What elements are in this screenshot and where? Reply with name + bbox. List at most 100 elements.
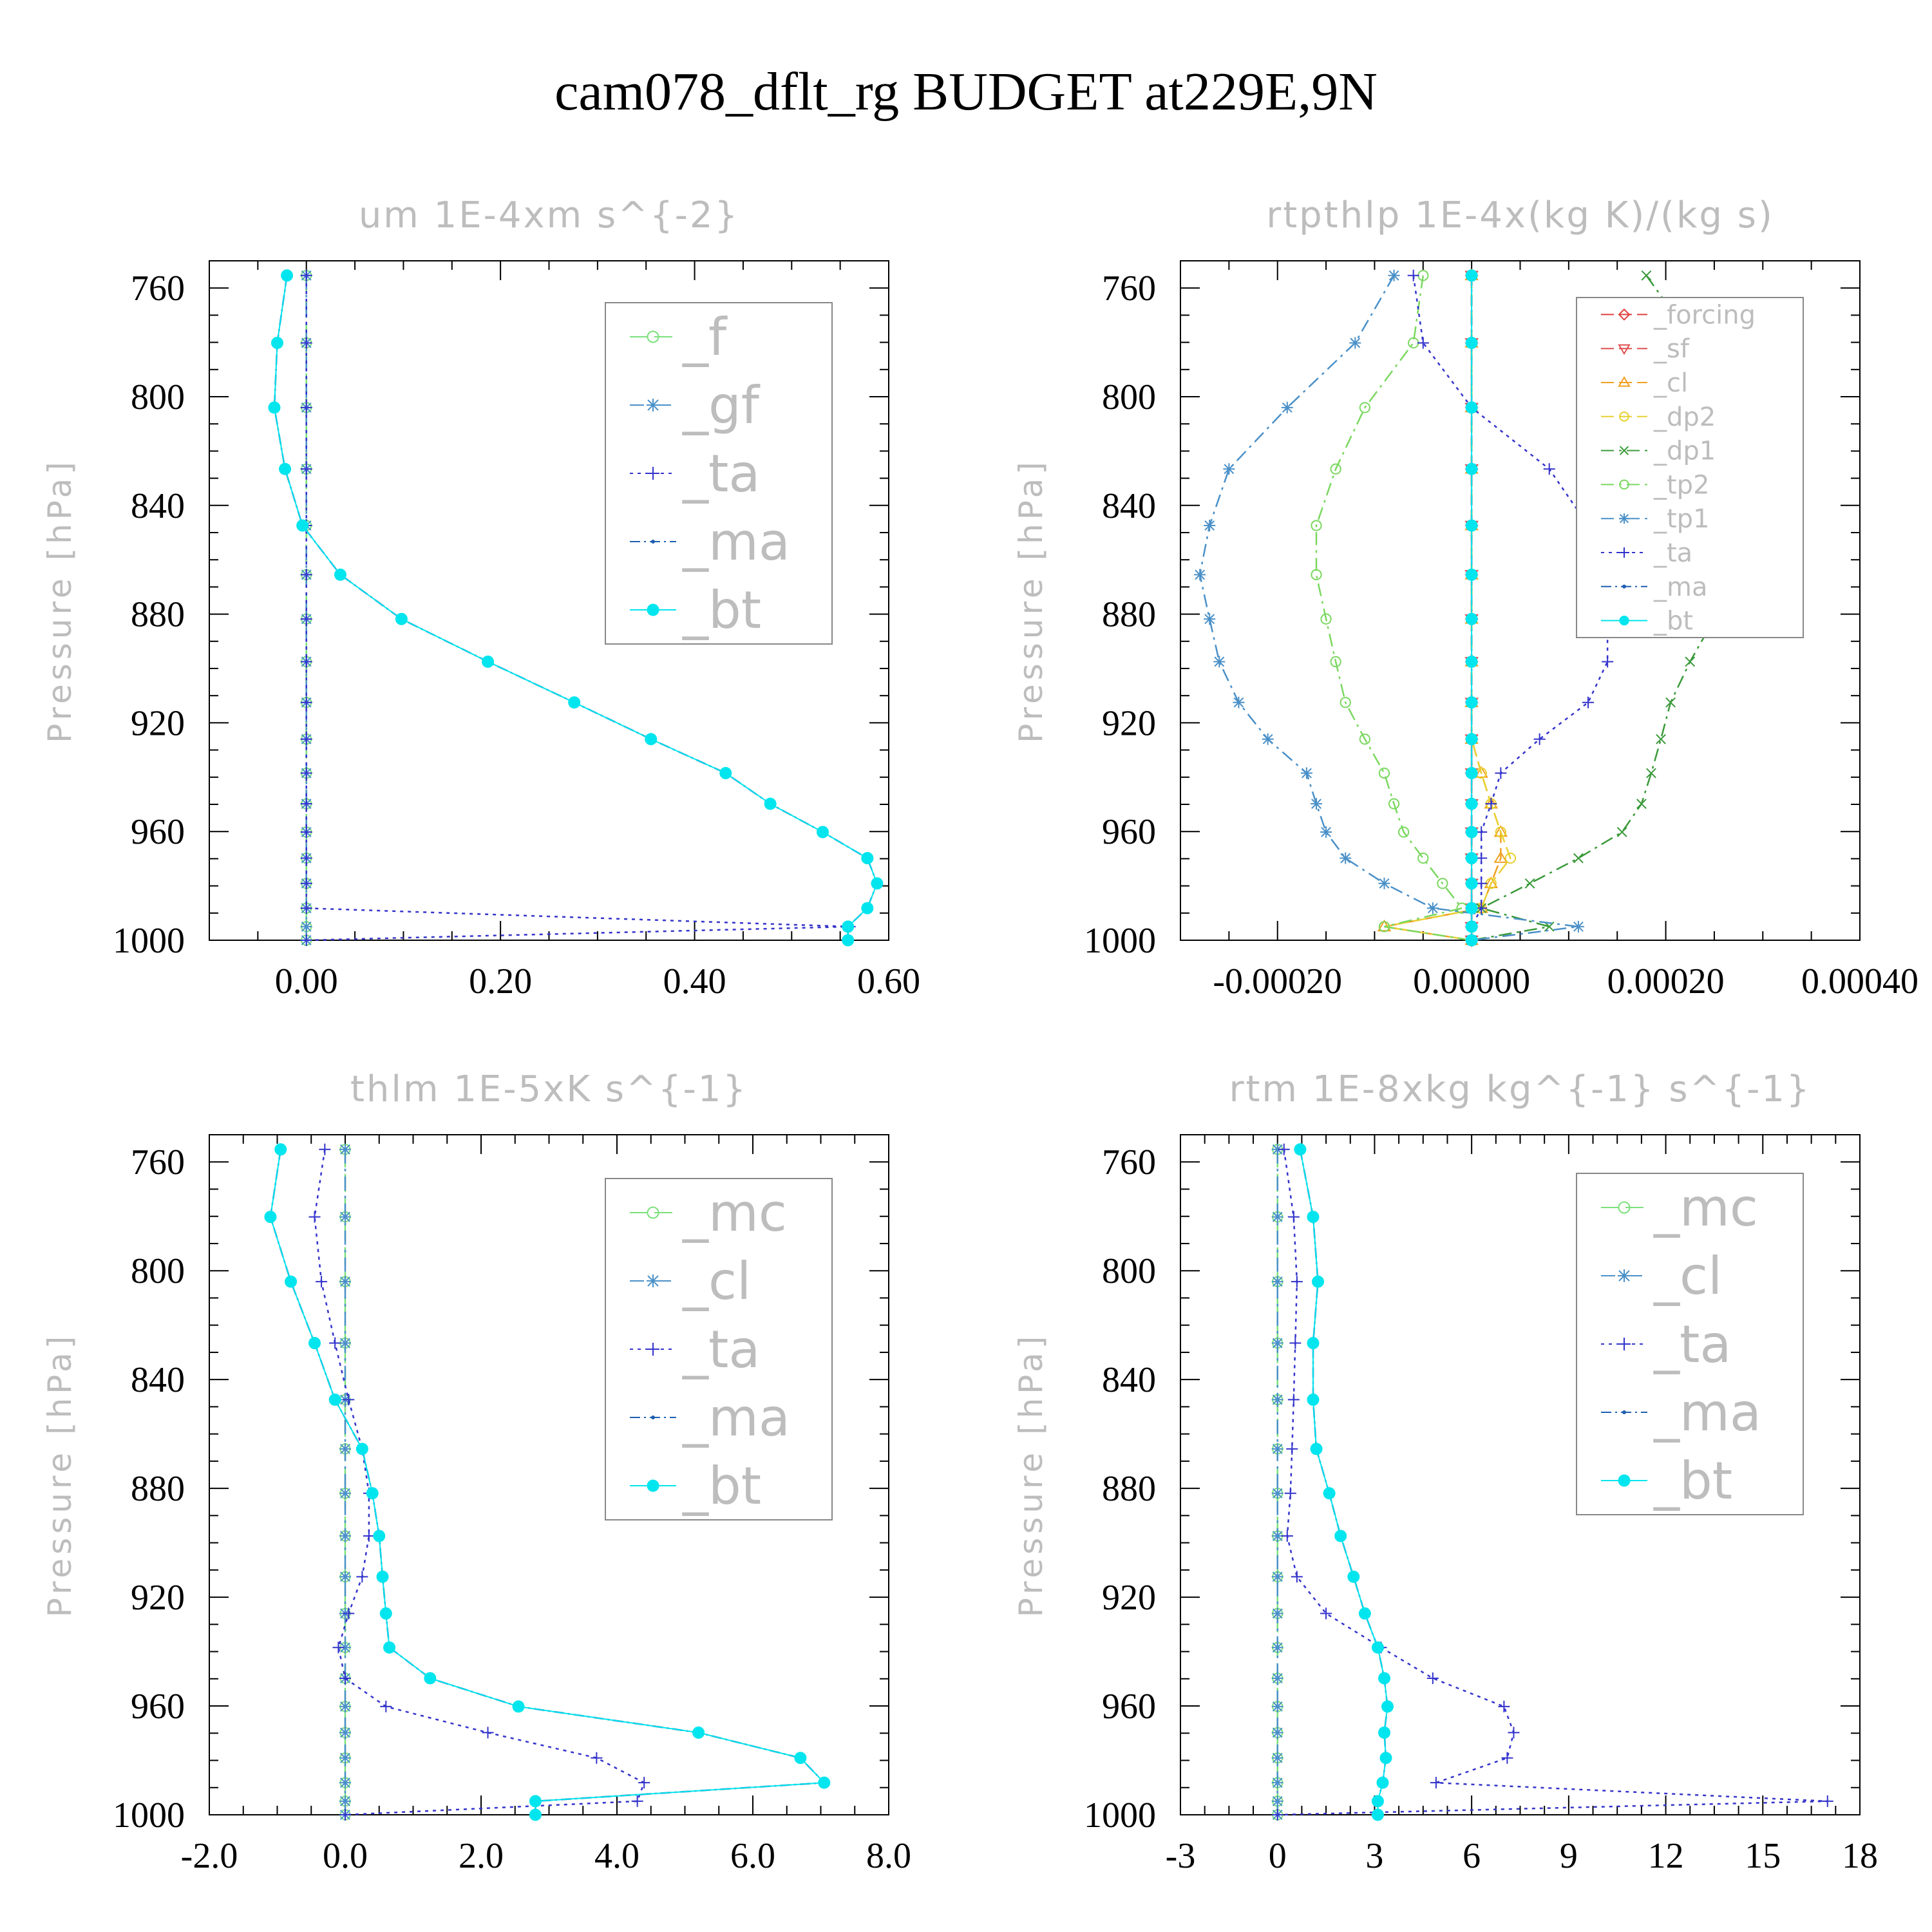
y-tick-label: 960: [1102, 1687, 1156, 1727]
panel-title: rtpthlp 1E-4x(kg K)/(kg s): [1266, 194, 1774, 236]
panel-4: rtm 1E-8xkg kg^{-1} s^{-1} Pressure [hPa]…: [1012, 1068, 1878, 1876]
legend-label: _tp1: [1653, 504, 1710, 534]
data-point-bt: [1465, 852, 1478, 865]
data-point-bt: [271, 336, 283, 349]
data-point-bt: [764, 797, 777, 810]
data-point-tp1: [1204, 613, 1216, 625]
legend-label: _sf: [1653, 334, 1690, 364]
data-point-tp1: [1378, 877, 1390, 889]
data-point-dp2: [1504, 852, 1517, 864]
data-point-ta: [1508, 1727, 1520, 1739]
data-point-bt: [529, 1795, 542, 1808]
data-point-bt: [1465, 401, 1478, 414]
legend-marker: [1618, 1201, 1631, 1214]
y-tick-label: 760: [1102, 1142, 1156, 1182]
legend-marker: [647, 330, 659, 343]
x-tick-label: 0.60: [857, 961, 920, 1001]
data-point-bt: [1465, 568, 1478, 581]
legend-marker: [1619, 479, 1629, 490]
legend-marker: [1618, 1474, 1631, 1487]
series-line-tp1: [1198, 275, 1579, 942]
y-tick-label: 1000: [1084, 921, 1156, 961]
data-point-bt: [268, 401, 281, 414]
panel-title: um 1E-4xm s^{-2}: [359, 194, 739, 236]
series-line-ta: [314, 1149, 645, 1816]
legend-label: _bt: [1653, 1451, 1732, 1511]
y-tick-label: 920: [1102, 1578, 1156, 1618]
legend-marker: [651, 1416, 655, 1419]
data-point-ta: [380, 1700, 392, 1712]
data-point-ta: [343, 1607, 355, 1620]
legend-marker: [1618, 1269, 1631, 1282]
data-point-ta: [332, 1642, 345, 1654]
data-point-cl: [1271, 1276, 1283, 1288]
legend: _forcing _sf _cl _dp2 _dp1 _tp2 _tp1 _ta _ma _bt: [1576, 297, 1804, 638]
data-point-bt: [264, 1211, 277, 1224]
data-point-ta: [1278, 1143, 1290, 1155]
data-point-bt: [379, 1607, 392, 1620]
data-point-dp2: [1495, 826, 1507, 838]
data-point-bt: [1371, 1795, 1384, 1808]
data-point-bt: [1465, 696, 1478, 709]
x-tick-label: 0.00: [275, 961, 338, 1001]
data-point-ta: [1281, 1530, 1293, 1542]
data-point-bt: [424, 1672, 437, 1685]
x-tick-label: 2.0: [459, 1836, 504, 1876]
y-tick-label: 760: [131, 269, 185, 308]
data-point-ta: [300, 733, 312, 745]
data-point-bt: [529, 1808, 542, 1821]
data-point-cl: [1271, 1487, 1283, 1499]
x-tick-label: 3: [1365, 1836, 1383, 1876]
data-point-bt: [1334, 1530, 1347, 1542]
legend-label: _bt: [682, 580, 761, 640]
legend-label: _f: [682, 307, 728, 367]
data-point-ta: [1426, 1672, 1439, 1684]
data-point-bt: [1465, 766, 1478, 779]
x-tick-label: 0.00000: [1413, 961, 1530, 1001]
y-tick-label: 800: [131, 1251, 185, 1291]
data-point-bt: [373, 1530, 386, 1542]
data-point-ta: [1287, 1211, 1300, 1223]
series-group: [1271, 1143, 1833, 1821]
data-point-cl: [1271, 1752, 1283, 1764]
legend: _f _gf _ta _ma _bt: [605, 302, 833, 645]
data-point-ta: [363, 1530, 375, 1542]
legend-label: _ta: [682, 1320, 760, 1379]
data-point-bt: [279, 462, 292, 475]
data-point-bt: [1347, 1570, 1360, 1583]
data-point-ta: [1498, 1700, 1510, 1712]
data-point-bt: [308, 1337, 321, 1350]
legend-label: _bt: [1653, 607, 1693, 636]
data-point-bt: [861, 852, 874, 865]
panel-title: rtm 1E-8xkg kg^{-1} s^{-1}: [1229, 1068, 1811, 1110]
data-point-dp1: [1636, 799, 1647, 810]
y-tick-label: 960: [1102, 812, 1156, 852]
data-point-bt: [1371, 1641, 1384, 1654]
x-tick-label: 6: [1463, 1836, 1481, 1876]
data-point-bt: [1323, 1487, 1336, 1500]
legend-marker: [1622, 1410, 1626, 1414]
data-point-ta: [319, 1143, 331, 1155]
data-point-bt: [1465, 269, 1478, 282]
data-point-tp2: [1340, 697, 1351, 708]
legend-label: _forcing: [1653, 300, 1756, 330]
series-line-bt: [1299, 1149, 1388, 1815]
y-tick-label: 800: [1102, 377, 1156, 417]
x-tick-label: 0.00020: [1607, 961, 1725, 1001]
data-point-tp1: [1572, 920, 1584, 933]
data-point-tp1: [1388, 269, 1400, 281]
data-point-dp1: [1656, 734, 1666, 744]
data-point-tp1: [1281, 401, 1293, 413]
legend-marker: [1619, 513, 1629, 524]
data-point-bt: [334, 568, 346, 581]
legend-label: _cl: [1653, 1246, 1722, 1306]
data-point-bt: [842, 920, 855, 933]
y-axis-label: Pressure [hPa]: [1012, 1332, 1050, 1618]
legend-label: _bt: [682, 1456, 761, 1516]
data-point-tp1: [1262, 733, 1274, 745]
y-tick-label: 1000: [113, 1795, 185, 1835]
data-point-cl: [339, 1143, 351, 1155]
data-point-tp1: [1194, 569, 1206, 581]
data-point-bt: [817, 826, 829, 838]
data-point-cl: [339, 1752, 351, 1764]
